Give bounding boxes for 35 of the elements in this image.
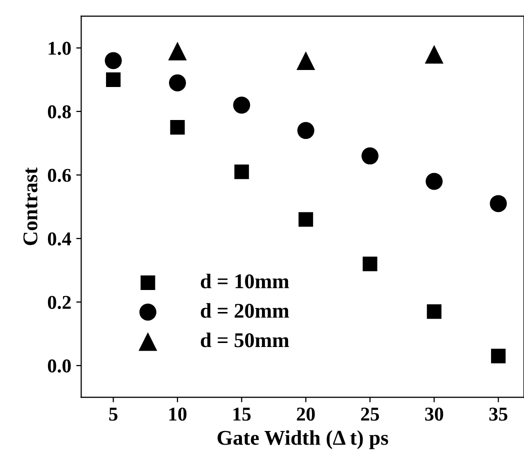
point (298, 212, 314, 227)
x-tick-label: 10 (169, 408, 186, 421)
y-tick-label: 0.8 (48, 105, 71, 118)
point (297, 122, 314, 140)
x-axis-title: Gate Width (Δ t) ps (218, 430, 388, 450)
point (361, 147, 378, 164)
x-tick-label: 5 (109, 408, 118, 421)
y-tick-label: 0.6 (48, 168, 71, 182)
legend-label: d = 10mm (200, 274, 290, 288)
point (234, 164, 249, 180)
y-axis-title: Contrast (23, 167, 38, 246)
point (104, 52, 122, 70)
x-tick-label: 30 (425, 408, 444, 421)
legend-label: d = 50mm (200, 332, 290, 348)
point (170, 120, 185, 135)
point (491, 348, 506, 364)
point (233, 96, 250, 114)
y-tick-label: 1.0 (48, 42, 71, 55)
point (362, 256, 378, 272)
y-tick-label: 0.4 (48, 232, 72, 246)
point (424, 44, 444, 64)
point (168, 42, 187, 60)
legend-label: d = 20mm (200, 303, 290, 318)
x-tick-label: 25 (361, 408, 379, 421)
point (296, 51, 316, 70)
point (106, 72, 121, 87)
x-tick-label: 15 (233, 408, 251, 421)
x-tick-label: 20 (296, 408, 315, 421)
point (426, 304, 442, 319)
point (490, 195, 507, 212)
x-tick-label: 35 (489, 408, 508, 421)
y-tick-label: 0.2 (48, 296, 71, 310)
y-tick-label: 0.0 (48, 359, 71, 373)
point (426, 172, 443, 190)
point (168, 74, 186, 92)
